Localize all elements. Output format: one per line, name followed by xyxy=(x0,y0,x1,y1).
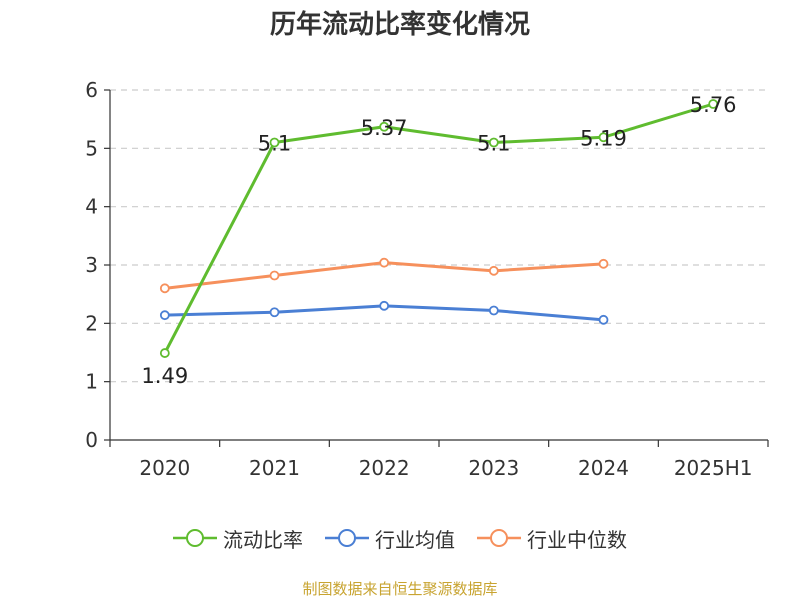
y-tick-label: 2 xyxy=(85,311,98,335)
legend-swatch-icon xyxy=(325,529,369,547)
x-tick-label: 2023 xyxy=(468,456,519,480)
data-point xyxy=(598,132,609,143)
y-tick-label: 5 xyxy=(85,136,98,160)
y-tick-label: 0 xyxy=(85,428,98,452)
data-label: 1.49 xyxy=(141,364,188,388)
legend-item[interactable]: 流动比率 xyxy=(173,524,303,553)
legend-item[interactable]: 行业中位数 xyxy=(477,524,627,553)
x-tick-label: 2020 xyxy=(139,456,190,480)
series-lines xyxy=(159,99,719,358)
y-tick-label: 1 xyxy=(85,370,98,394)
legend-swatch-icon xyxy=(477,529,521,547)
legend-label: 流动比率 xyxy=(223,527,303,552)
data-label: 5.1 xyxy=(258,132,291,156)
x-tick-label: 2021 xyxy=(249,456,300,480)
data-point xyxy=(269,137,280,148)
data-point xyxy=(598,258,609,269)
x-tick-label: 2025H1 xyxy=(674,456,753,480)
data-point xyxy=(488,137,499,148)
legend-swatch-icon xyxy=(173,529,217,547)
y-tick-label: 3 xyxy=(85,253,98,277)
data-point xyxy=(379,257,390,268)
data-point xyxy=(379,300,390,311)
data-label: 5.37 xyxy=(361,116,408,140)
data-point xyxy=(159,283,170,294)
x-tick-label: 2024 xyxy=(578,456,629,480)
data-point xyxy=(269,307,280,318)
data-point xyxy=(269,270,280,281)
data-point xyxy=(708,99,719,109)
data-point xyxy=(159,310,170,321)
data-label: 5.76 xyxy=(690,93,737,117)
data-label: 5.19 xyxy=(580,126,627,150)
data-labels: 1.49 5.1 5.37 5.1 5.19 5.76 xyxy=(141,93,736,388)
chart-title: 历年流动比率变化情况 xyxy=(269,10,530,40)
legend: 流动比率 行业均值 行业中位数 xyxy=(0,520,800,556)
legend-label: 行业中位数 xyxy=(527,527,627,552)
y-tick-label: 6 xyxy=(85,78,98,102)
data-point xyxy=(159,348,170,358)
data-point xyxy=(598,314,609,325)
data-point xyxy=(379,121,390,132)
series-line xyxy=(163,102,714,354)
y-tick-label: 4 xyxy=(85,195,98,219)
data-point xyxy=(488,265,499,276)
data-point xyxy=(488,305,499,316)
legend-label: 行业均值 xyxy=(375,527,455,552)
source-note: 制图数据来自恒生聚源数据库 xyxy=(302,580,498,598)
x-tick-label: 2022 xyxy=(359,456,410,480)
legend-item[interactable]: 行业均值 xyxy=(325,524,455,553)
data-label: 5.1 xyxy=(477,132,510,156)
axes: 0 1 2 3 4 5 6 2020 2021 2022 2023 2024 2025H1 xyxy=(85,78,769,480)
